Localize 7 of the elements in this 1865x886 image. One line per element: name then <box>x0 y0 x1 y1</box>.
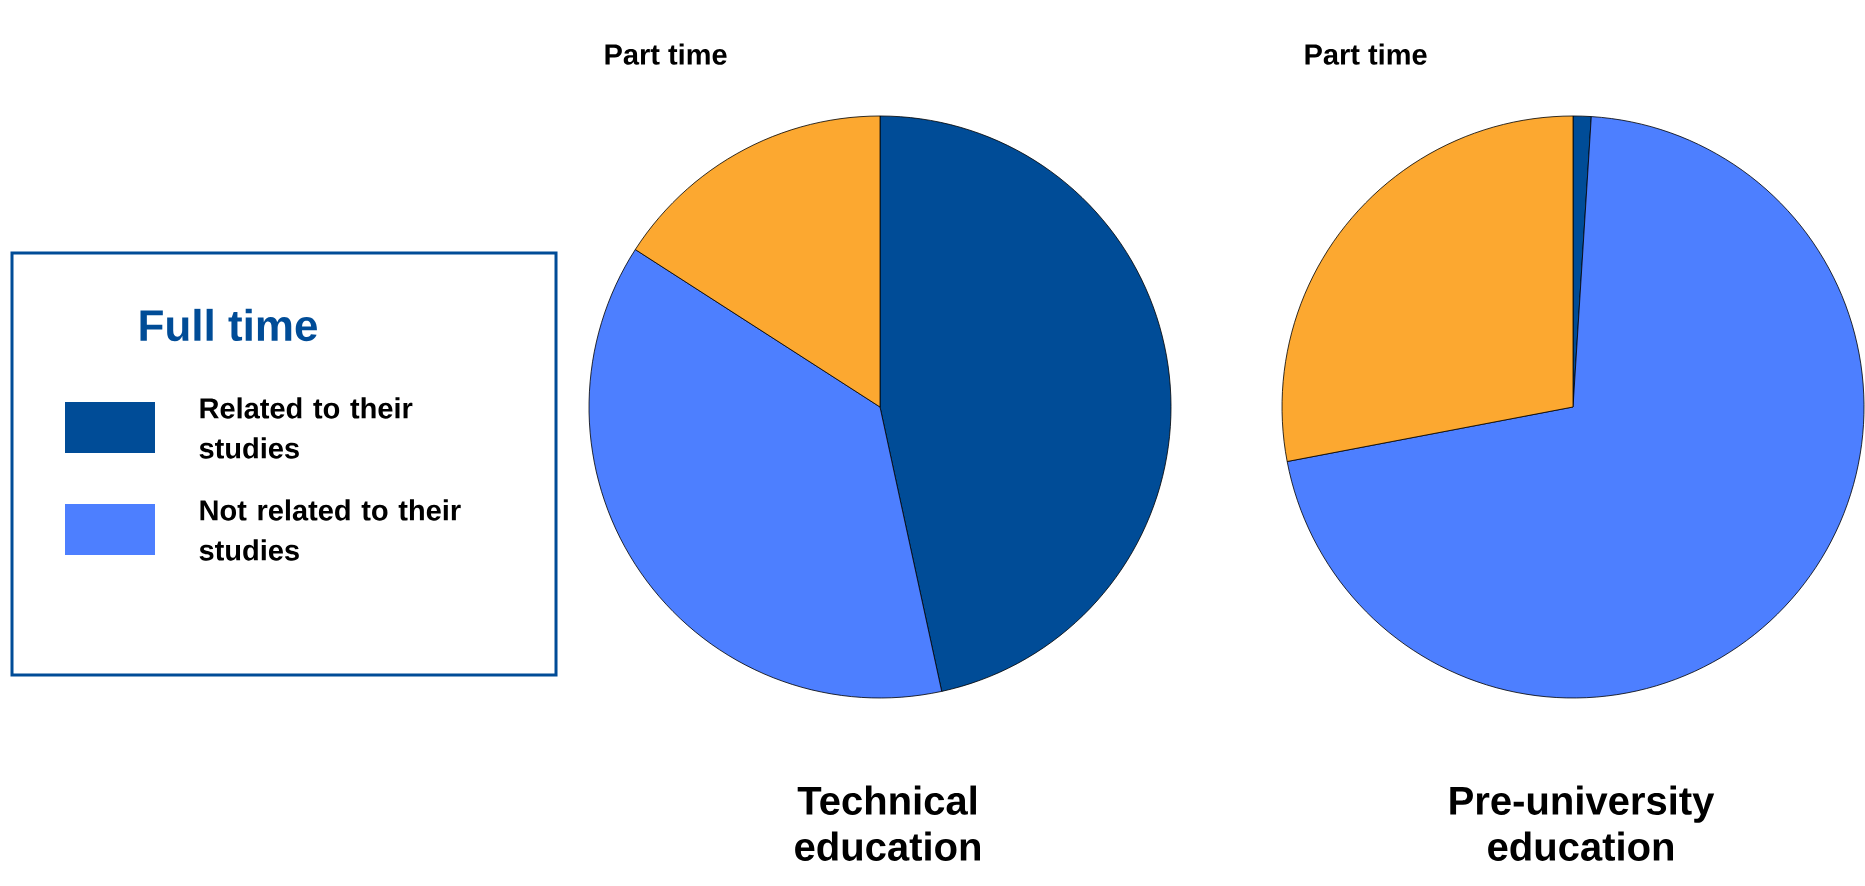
legend-label: Not related to their studies <box>199 499 461 561</box>
text: Pre-university education <box>1450 785 1715 861</box>
slice-label: Part time <box>1305 43 1427 65</box>
text: Technical education <box>795 785 980 861</box>
legend-title: Full time <box>140 308 317 342</box>
legend-label: Related to their studies <box>199 397 413 459</box>
slice-label: Part time <box>605 43 727 65</box>
